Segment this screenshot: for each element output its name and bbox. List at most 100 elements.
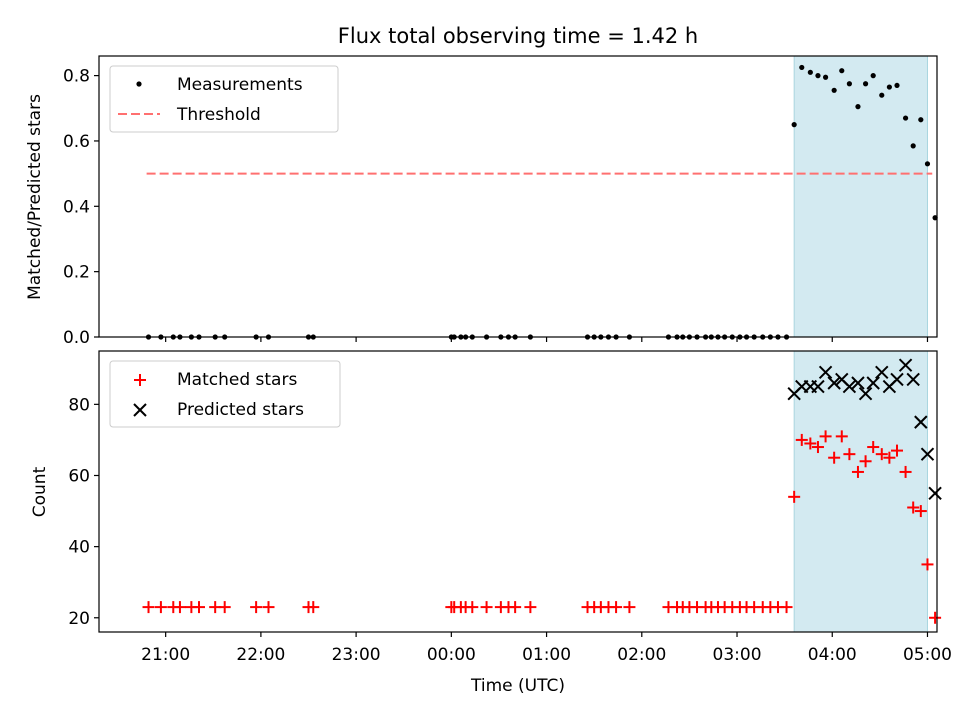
panel-top: 0.00.20.40.60.8 Matched/Predicted stars …: [25, 55, 938, 348]
matched-star-point: [788, 490, 801, 503]
matched-points: [142, 430, 942, 624]
predicted-star-stroke-b: [875, 365, 889, 380]
y-tick-label-top: 0.2: [63, 263, 90, 283]
legend-top-frame: [109, 65, 339, 133]
x-tick-label: 03:00: [713, 645, 762, 665]
measurement-point: [831, 87, 837, 93]
measurement-point: [886, 84, 892, 90]
y-tick-label-top: 0.8: [63, 67, 90, 87]
matched-star-point: [142, 601, 155, 614]
matched-star-point: [907, 501, 920, 514]
measurement-point: [924, 161, 931, 167]
panel-bottom: 20 40 60 80 21:00 22:00 23:00 00:00 01:00 02:00 0…: [30, 350, 952, 696]
predicted-star-point: [811, 379, 825, 394]
highlight-band-top: [793, 55, 928, 338]
predicted-star-stroke-b: [842, 379, 857, 394]
predicted-star-stroke-b: [920, 447, 935, 461]
predicted-star-stroke-b: [898, 358, 913, 372]
y-axis-top: 0.0 0.2 0.4 0.6 0.8: [63, 67, 99, 348]
predicted-star-stroke-b: [851, 376, 865, 390]
x-tick-label: 02:00: [617, 645, 666, 665]
predicted-star-point: [898, 358, 913, 372]
x-tick-label: 23:00: [332, 645, 381, 665]
matched-star-point: [154, 601, 167, 614]
matched-star-point: [843, 448, 856, 461]
measurement-point: [822, 74, 829, 80]
legend-top: Measurements Threshold: [109, 65, 339, 133]
predicted-points: [787, 358, 942, 500]
matched-star-point: [899, 465, 912, 478]
matched-star-point: [524, 601, 537, 614]
matched-star-point: [828, 451, 841, 464]
predicted-star-stroke-b: [890, 372, 904, 387]
matched-star-point: [262, 601, 275, 614]
measurement-point: [815, 73, 821, 79]
measurement-point: [807, 69, 813, 75]
matched-star-point: [218, 601, 231, 614]
matched-star-point: [914, 505, 927, 518]
matched-star-point: [819, 430, 832, 443]
measurement-point: [862, 81, 869, 87]
legend-predicted-label: Predicted stars: [177, 400, 304, 420]
matched-star-point: [835, 430, 848, 443]
measurement-point: [870, 73, 876, 79]
matched-star-point: [509, 601, 522, 614]
measurement-point: [910, 143, 916, 149]
predicted-star-stroke-b: [914, 415, 928, 429]
matched-star-point: [307, 601, 320, 614]
predicted-star-point: [858, 386, 873, 401]
matched-star-point: [173, 601, 186, 614]
measurement-point: [918, 117, 924, 123]
x-tick-label: 21:00: [141, 645, 190, 665]
measurement-point: [855, 104, 861, 110]
matched-star-point: [623, 601, 636, 614]
x-ticks-top: [165, 337, 929, 342]
y-axis-label-bottom: Count: [30, 466, 50, 517]
measurement-point: [791, 122, 797, 128]
legend-threshold-label: Threshold: [176, 105, 261, 125]
legend-measurements-label: Measurements: [177, 75, 303, 95]
measurement-point: [902, 115, 909, 121]
measurement-point: [879, 92, 885, 98]
measurement-point: [799, 64, 805, 71]
y-tick-label-bottom: 20: [68, 609, 90, 629]
chart-title: Flux total observing time = 1.42 h: [338, 24, 698, 48]
x-axis-label: Time (UTC): [470, 676, 565, 696]
y-tick-label-bottom: 40: [68, 538, 90, 558]
highlight-band-bottom: [793, 350, 928, 633]
matched-star-point: [883, 451, 896, 464]
matched-star-point: [795, 433, 808, 446]
x-tick-label: 05:00: [903, 645, 952, 665]
y-tick-label-top: 0.4: [63, 197, 90, 217]
x-tick-label: 00:00: [427, 645, 476, 665]
predicted-star-point: [851, 376, 865, 390]
matched-star-point: [875, 448, 888, 461]
predicted-star-stroke-b: [827, 376, 841, 390]
predicted-star-point: [827, 376, 841, 390]
axes-frame-top: [98, 55, 938, 338]
matched-star-point: [780, 601, 793, 614]
legend-measurement-marker: [136, 81, 142, 87]
legend-matched-marker: [134, 374, 146, 386]
predicted-star-stroke-b: [928, 486, 942, 500]
y-axis-bottom: 20 40 60 80: [68, 395, 99, 629]
predicted-star-stroke-b: [858, 386, 873, 401]
y-tick-label-bottom: 60: [68, 466, 90, 486]
predicted-star-stroke-b: [866, 376, 880, 390]
matched-star-point: [929, 611, 942, 624]
predicted-star-point: [890, 372, 904, 387]
predicted-star-point: [928, 486, 942, 500]
matched-star-point: [466, 601, 479, 614]
legend-predicted-marker: [133, 403, 147, 417]
predicted-star-point: [818, 365, 833, 380]
matched-star-point: [867, 441, 880, 454]
measurement-point: [894, 82, 900, 89]
matched-star-point: [891, 444, 904, 457]
y-axis-label-top: Matched/Predicted stars: [25, 94, 45, 300]
x-axis-bottom: 21:00 22:00 23:00 00:00 01:00 02:00 03:00 04:00…: [141, 632, 952, 665]
axes-frame-bottom: [98, 350, 938, 633]
legend-matched-label: Matched stars: [177, 370, 297, 390]
predicted-star-stroke-b: [906, 372, 920, 387]
predicted-star-point: [875, 365, 889, 380]
